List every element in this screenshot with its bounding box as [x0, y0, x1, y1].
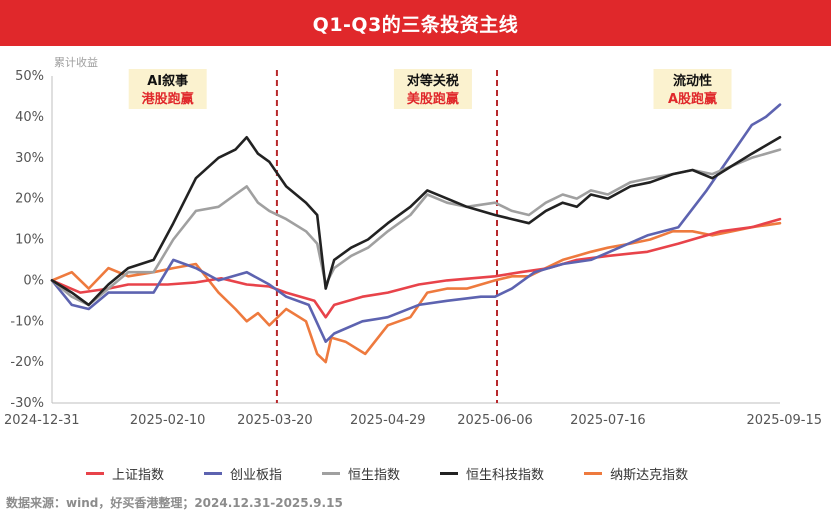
legend-item: 上证指数	[86, 464, 164, 483]
y-axis-label: 累计收益	[54, 55, 98, 69]
chart-title: Q1-Q3的三条投资主线	[312, 13, 519, 36]
legend-label: 创业板指	[230, 467, 283, 483]
x-tick-label: 2025-06-06	[457, 413, 533, 428]
chart-legend: 上证指数 创业板指 恒生指数 恒生科技指数 纳斯达克指数	[86, 462, 806, 484]
legend-swatch	[440, 471, 459, 475]
legend-item: 创业板指	[204, 464, 282, 483]
series-line-hsi	[50, 148, 782, 307]
annotation-outcome: 港股跑赢	[142, 91, 194, 107]
legend-label: 纳斯达克指数	[610, 467, 689, 483]
legend-label: 恒生指数	[348, 467, 401, 483]
legend-swatch	[204, 471, 223, 475]
legend-item: 恒生科技指数	[440, 464, 544, 483]
annotation-theme: 流动性	[673, 73, 712, 89]
legend-item: 纳斯达克指数	[584, 464, 688, 483]
y-tick-label: 0%	[23, 273, 44, 288]
annotation-box	[128, 69, 207, 109]
title-banner: Q1-Q3的三条投资主线	[0, 0, 831, 46]
x-tick-label: 2024-12-31	[4, 413, 80, 428]
y-tick-label: 20%	[15, 192, 44, 207]
legend-item: 恒生指数	[322, 464, 400, 483]
series-line-shanghai	[50, 217, 782, 319]
legend-swatch	[322, 471, 341, 475]
series-line-hstech	[50, 136, 782, 307]
legend-label: 上证指数	[112, 467, 165, 483]
series-line-chinext	[50, 103, 782, 344]
annotation-theme: 对等关税	[407, 73, 459, 89]
annotation-box	[653, 69, 732, 109]
x-tick-label: 2025-07-16	[570, 413, 646, 428]
x-tick-label: 2025-03-20	[237, 413, 313, 428]
legend-swatch	[584, 471, 603, 475]
legend-swatch	[86, 471, 104, 475]
line-chart: 累计收益 -30% -20% -10% 0% 10% 20% 30% 40% 50% 2024-12…	[4, 55, 822, 428]
x-tick-label: 2025-04-29	[350, 413, 426, 428]
annotation-theme: AI叙事	[147, 73, 188, 89]
data-source-note: 数据来源：wind，好买香港整理；2024.12.31-2025.9.15	[6, 496, 343, 510]
annotation-outcome: A股跑赢	[668, 91, 717, 107]
x-tick-label: 2025-09-15	[746, 413, 822, 428]
y-tick-label: 40%	[15, 110, 44, 125]
y-tick-label: 30%	[15, 151, 44, 166]
x-tick-label: 2025-02-10	[130, 413, 206, 428]
y-tick-label: -10%	[10, 314, 44, 329]
y-tick-label: 10%	[15, 233, 44, 248]
y-tick-label: -20%	[10, 355, 44, 370]
legend-label: 恒生科技指数	[466, 467, 545, 483]
y-tick-label: -30%	[10, 396, 44, 411]
annotation-box	[393, 69, 472, 109]
y-tick-label: 50%	[15, 69, 44, 84]
annotation-outcome: 美股跑赢	[407, 91, 459, 107]
